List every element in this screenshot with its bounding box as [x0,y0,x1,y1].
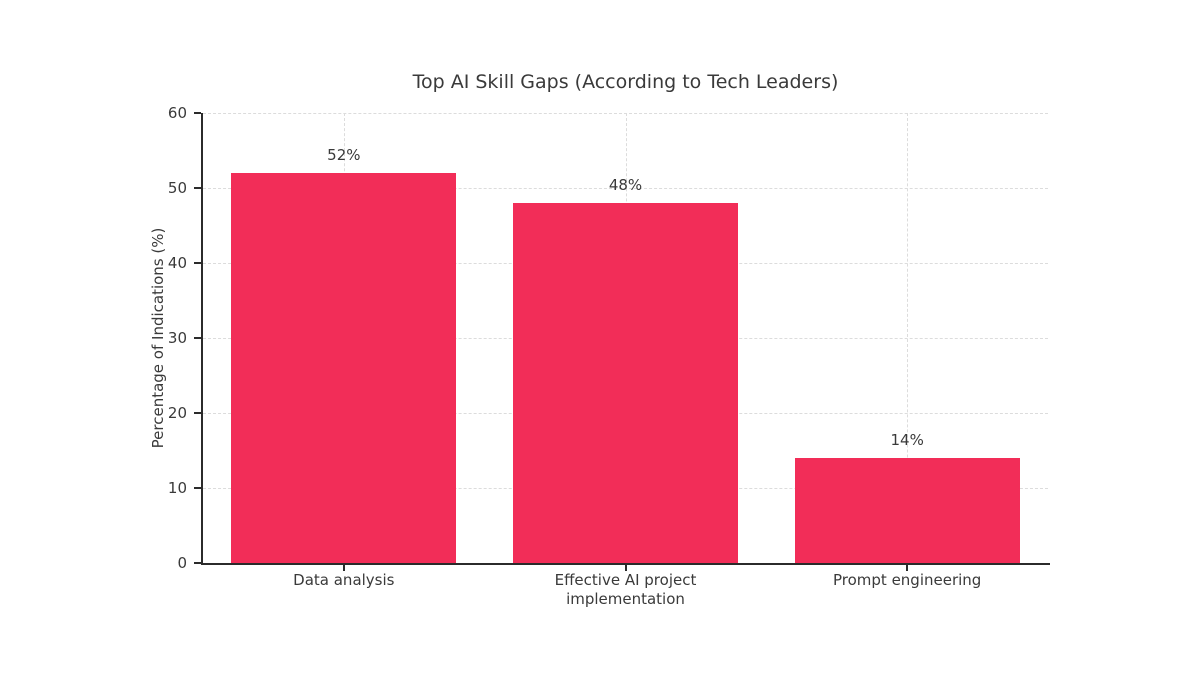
y-tick-mark [194,487,201,489]
bar [512,203,739,563]
y-tick-label: 40 [167,254,187,272]
bar-value-label: 52% [327,146,361,164]
y-tick-label: 0 [177,554,187,572]
bar-value-label: 48% [608,176,643,194]
y-tick-label: 50 [167,179,187,197]
x-category-label: Data analysis [293,571,395,589]
x-category-label: Effective AI project implementation [554,571,697,608]
y-tick-label: 60 [167,104,187,122]
y-tick-mark [194,562,201,564]
bar-value-label: 14% [890,431,924,449]
y-tick-mark [194,337,201,339]
y-tick-mark [194,262,201,264]
bar [794,458,1020,563]
y-tick-mark [194,187,201,189]
y-tick-label: 10 [167,479,187,497]
x-tick-mark [342,565,345,571]
x-tick-mark [906,565,909,571]
bar [231,173,457,563]
x-category-label: Prompt engineering [832,571,982,589]
gridline-vertical [907,113,909,563]
y-tick-label: 30 [167,329,187,347]
plot-area: 0 10 20 30 40 50 60 52% Data analysis 48% Effectiv… [168,104,1050,608]
y-axis-spine [201,113,203,565]
y-tick-label: 20 [167,404,187,422]
y-tick-mark [194,112,201,114]
y-tick-mark [194,412,201,414]
x-axis-spine [201,563,1050,565]
chart-title: Top AI Skill Gaps (According to Tech Lea… [412,71,839,93]
x-tick-mark [624,565,627,571]
